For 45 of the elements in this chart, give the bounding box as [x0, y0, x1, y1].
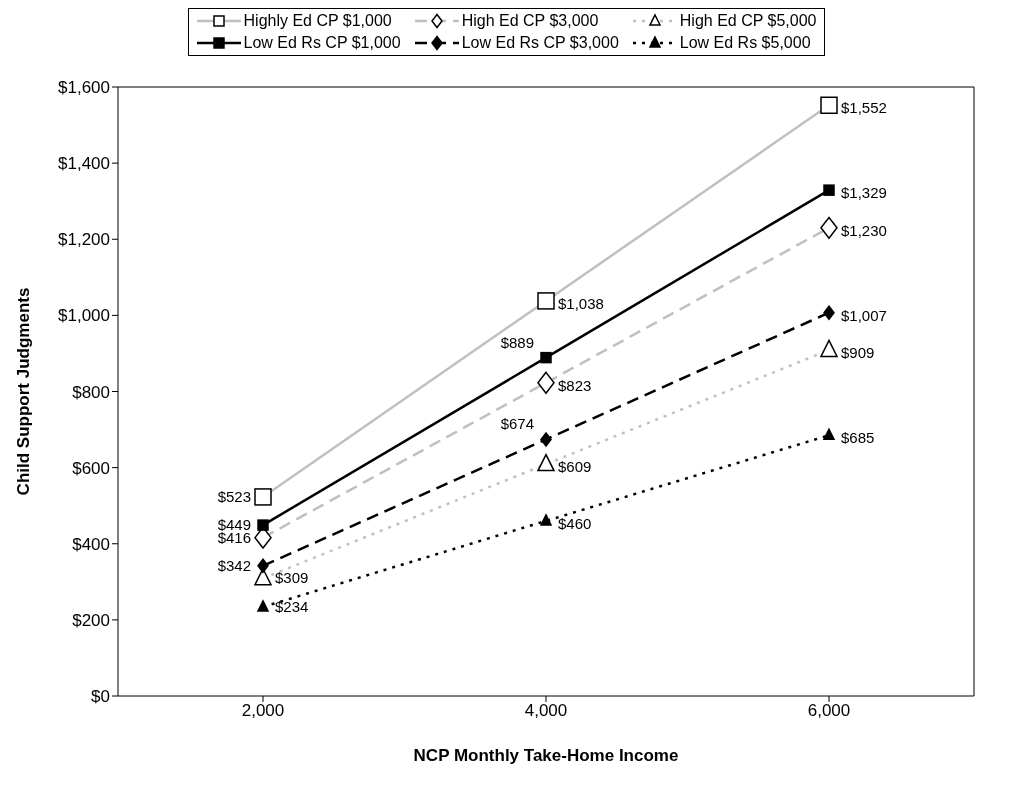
point [257, 519, 269, 531]
y-axis-title: Child Support Judgments [14, 287, 34, 496]
y-tick-label: $400 [72, 534, 110, 554]
x-axis-title: NCP Monthly Take-Home Income [413, 746, 679, 765]
data-label: $1,007 [841, 306, 887, 324]
legend-label: High Ed CP $5,000 [679, 12, 817, 30]
data-label: $1,038 [558, 294, 604, 312]
legend-label: Highly Ed CP $1,000 [243, 12, 392, 30]
legend-label: Low Ed Rs CP $3,000 [461, 34, 619, 52]
data-label: $1,230 [841, 221, 887, 239]
x-tick-label: 6,000 [807, 701, 851, 721]
y-tick-label: $600 [72, 458, 110, 478]
y-tick-label: $1,400 [58, 154, 110, 174]
y-tick-label: $800 [72, 382, 110, 402]
data-label: $234 [275, 597, 309, 615]
point [257, 600, 269, 612]
data-label: $823 [558, 376, 592, 394]
legend-label: Low Ed Rs CP $1,000 [243, 34, 401, 52]
data-label: $1,552 [841, 99, 887, 117]
data-label: $909 [841, 344, 875, 362]
data-label: $1,329 [841, 184, 887, 202]
data-label: $309 [275, 569, 309, 587]
data-label: $342 [217, 556, 251, 574]
y-tick-label: $0 [91, 687, 110, 707]
data-label: $674 [500, 415, 534, 433]
legend-label: Low Ed Rs $5,000 [679, 34, 811, 52]
point [823, 305, 835, 320]
data-label: $889 [500, 333, 534, 351]
data-label: $460 [558, 514, 592, 532]
data-label: $609 [558, 458, 592, 476]
point [823, 184, 835, 196]
y-tick-label: $200 [72, 610, 110, 630]
data-label: $685 [841, 429, 875, 447]
point [257, 558, 269, 574]
y-tick-label: $1,000 [58, 306, 110, 326]
x-tick-label: 4,000 [524, 701, 568, 721]
x-tick-label: 2,000 [241, 701, 285, 721]
data-label: $523 [217, 487, 251, 505]
point [540, 514, 552, 526]
point [540, 432, 552, 447]
legend-label: High Ed CP $3,000 [461, 12, 599, 30]
y-tick-label: $1,600 [58, 78, 110, 98]
y-tick-label: $1,200 [58, 230, 110, 250]
point [540, 351, 552, 364]
point [823, 428, 835, 441]
